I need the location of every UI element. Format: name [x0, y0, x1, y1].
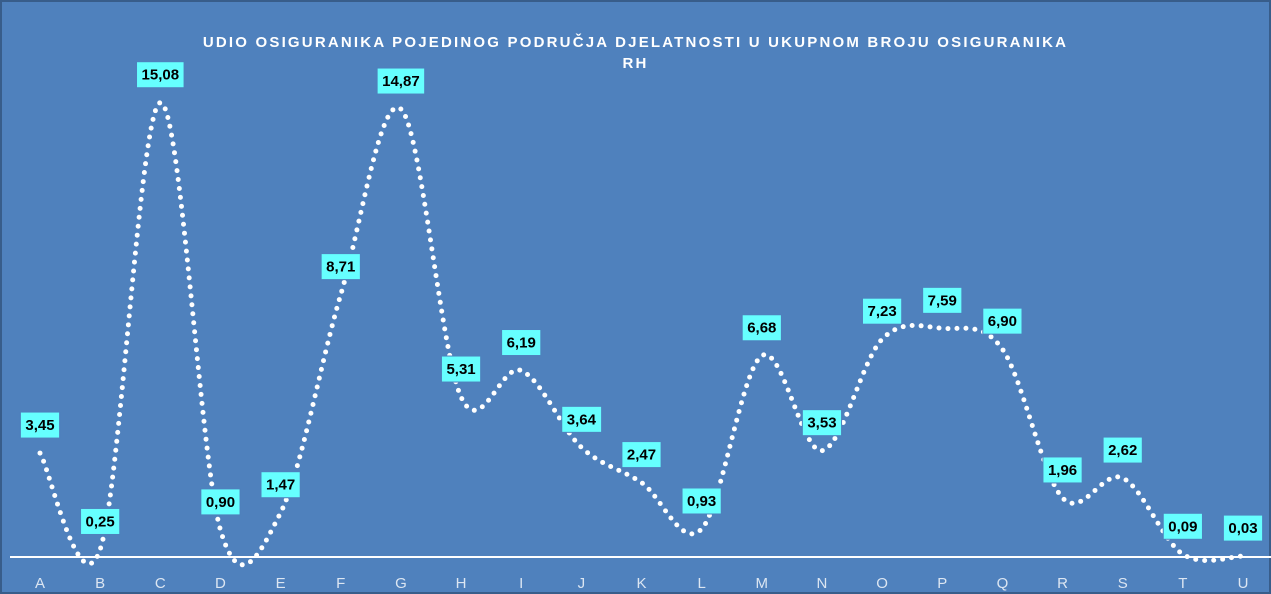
label-box [621, 441, 662, 469]
x-tick-label: N [817, 575, 828, 592]
x-tick-label: B [95, 575, 105, 592]
x-tick-label: G [395, 575, 407, 592]
label-box [440, 355, 482, 383]
data-label: 3,53 [807, 415, 836, 432]
data-label: 0,03 [1228, 520, 1257, 537]
label-box [376, 67, 426, 95]
label-box [80, 507, 121, 535]
x-tick-label: Q [997, 575, 1009, 592]
label-box [1162, 512, 1203, 540]
x-tick-label: O [876, 575, 888, 592]
x-tick-label: P [937, 575, 947, 592]
label-box [1222, 514, 1264, 542]
data-label: 6,19 [507, 334, 536, 351]
x-tick-label: J [578, 575, 586, 592]
data-label: 15,08 [142, 67, 180, 84]
data-label: 14,87 [382, 73, 420, 90]
data-label: 8,71 [326, 259, 355, 276]
x-tick-label: E [276, 575, 286, 592]
x-tick-label: H [456, 575, 467, 592]
x-tick-label: A [35, 575, 45, 592]
data-line [37, 100, 1246, 568]
data-label: 2,62 [1108, 442, 1137, 459]
chart-title: UDIO OSIGURANIKA POJEDINOG PODRUČJA DJEL… [202, 34, 1069, 72]
data-label: 1,47 [266, 477, 295, 494]
label-box [861, 297, 903, 325]
x-tick-label: M [756, 575, 769, 592]
x-tick-label: L [697, 575, 705, 592]
x-tick-label: C [155, 575, 166, 592]
label-box [1102, 436, 1143, 464]
x-tick-label: K [636, 575, 646, 592]
data-label: 0,25 [86, 513, 115, 530]
x-tick-label: R [1057, 575, 1068, 592]
x-tick-label: T [1178, 575, 1187, 592]
label-box [136, 61, 185, 89]
label-box [501, 329, 542, 357]
data-label: 6,90 [988, 313, 1017, 330]
data-label: 7,59 [928, 292, 957, 309]
label-box [1042, 456, 1083, 484]
x-tick-label: I [519, 575, 523, 592]
label-box [681, 487, 722, 515]
label-box [260, 471, 301, 499]
label-box [19, 411, 61, 439]
label-box [320, 253, 361, 281]
x-tick-label: U [1238, 575, 1249, 592]
label-box [200, 488, 241, 516]
data-label: 0,93 [687, 493, 716, 510]
label-box [741, 314, 782, 342]
label-box [922, 286, 963, 314]
data-label: 3,45 [25, 417, 54, 434]
data-label: 5,31 [446, 361, 475, 378]
data-label: 7,23 [867, 303, 896, 320]
label-box [982, 307, 1023, 335]
data-label: 2,47 [627, 447, 656, 464]
x-tick-label: S [1118, 575, 1128, 592]
data-label: 6,68 [747, 320, 776, 337]
label-box [801, 409, 843, 437]
x-tick-label: D [215, 575, 226, 592]
data-label: 1,96 [1048, 462, 1077, 479]
label-box [561, 405, 603, 433]
x-tick-label: F [336, 575, 345, 592]
data-label: 0,90 [206, 494, 235, 511]
data-label: 0,09 [1168, 518, 1197, 535]
data-label: 3,64 [567, 411, 597, 428]
